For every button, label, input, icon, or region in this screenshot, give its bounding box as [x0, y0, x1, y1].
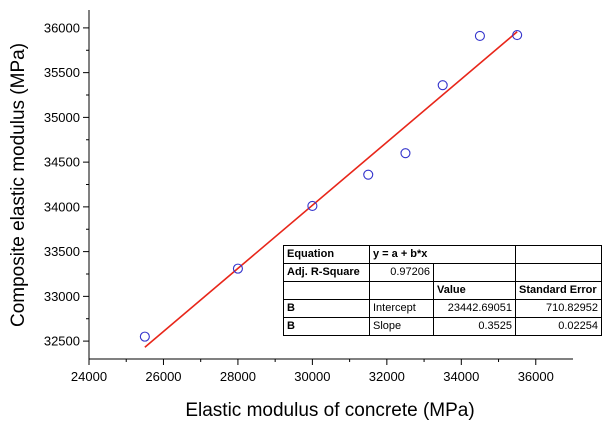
y-tick-label: 33500	[44, 244, 80, 259]
x-tick-label: 34000	[443, 369, 479, 384]
data-point	[139, 331, 150, 342]
x-tick-label: 24000	[71, 369, 107, 384]
fit-line	[144, 31, 518, 348]
data-point	[232, 263, 243, 274]
fit-line-group	[144, 31, 518, 348]
x-tick-label: 26000	[145, 369, 181, 384]
ticks: 24000 26000 28000 30000 32000 34000 36000 32500…	[44, 20, 554, 384]
data-point	[474, 30, 485, 42]
y-tick-label: 34000	[44, 199, 80, 214]
data-point	[512, 30, 523, 41]
data-point	[437, 80, 448, 91]
y-tick-label: 33000	[44, 289, 80, 304]
y-tick-label: 35500	[44, 65, 80, 80]
data-point	[307, 200, 318, 212]
data-points	[139, 30, 523, 342]
axes	[88, 10, 573, 360]
x-tick-label: 36000	[518, 369, 554, 384]
x-tick-label: 28000	[220, 369, 256, 384]
y-tick-label: 36000	[44, 20, 80, 35]
data-point	[400, 148, 411, 159]
y-tick-label: 35000	[44, 110, 80, 125]
x-tick-label: 32000	[369, 369, 405, 384]
y-axis-title: Composite elastic modulus (MPa)	[8, 43, 29, 327]
x-axis-title: Elastic modulus of concrete (MPa)	[185, 400, 474, 421]
data-point	[363, 169, 374, 180]
x-tick-label: 30000	[294, 369, 330, 384]
y-tick-label: 32500	[44, 334, 80, 349]
y-tick-label: 34500	[44, 155, 80, 170]
